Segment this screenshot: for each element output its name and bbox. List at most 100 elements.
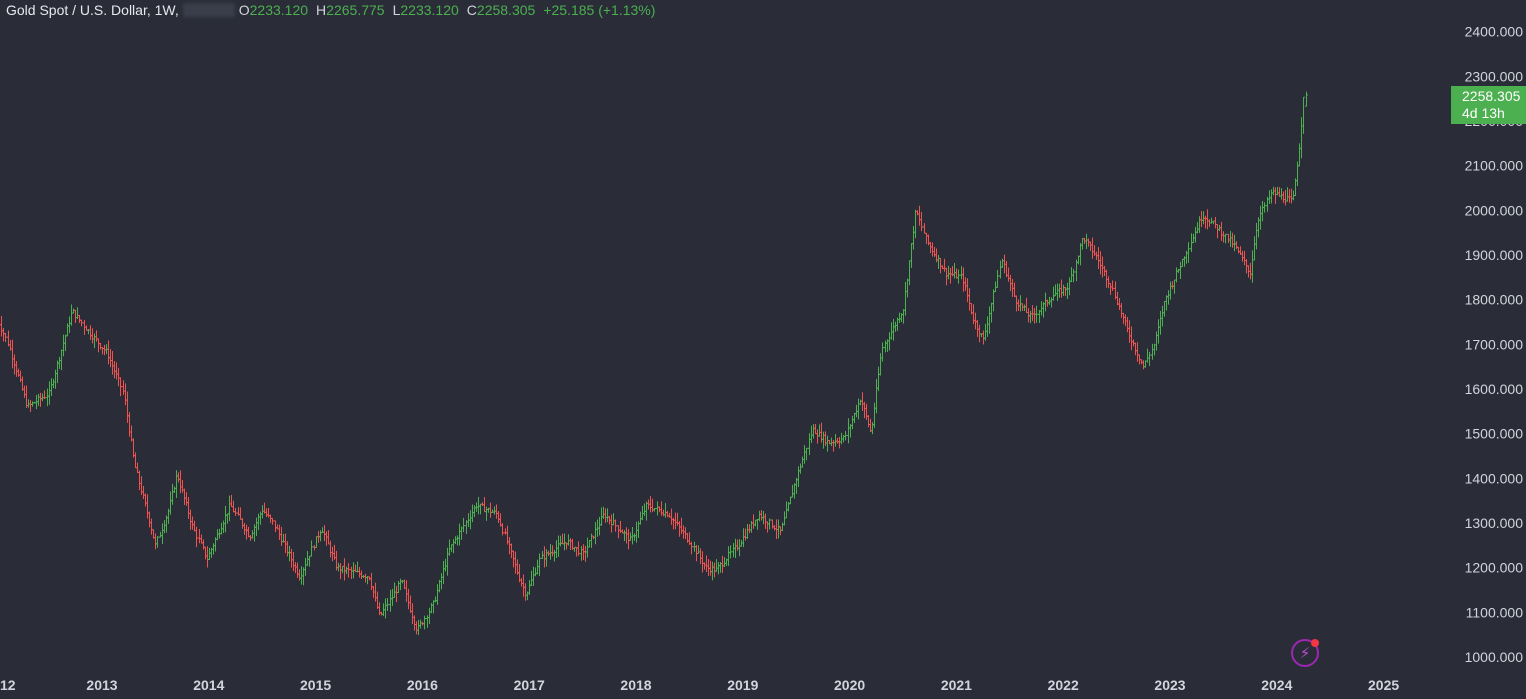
ohlc-bar	[1050, 297, 1053, 308]
lightning-bolt-icon[interactable]: ⚡	[1291, 639, 1319, 667]
ohlc-bar	[1268, 190, 1271, 205]
ohlc-bar	[742, 528, 745, 548]
ohlc-bar	[524, 583, 527, 601]
ohlc-bar	[144, 493, 147, 507]
ohlc-bar	[243, 522, 246, 535]
ohlc-bar	[978, 324, 981, 343]
ohlc-bar	[72, 308, 75, 314]
ohlc-bar	[493, 506, 496, 515]
ohlc-bar	[284, 533, 287, 554]
ohlc-bar	[1187, 242, 1190, 263]
ohlc-bar	[621, 529, 624, 534]
ohlc-bar	[549, 543, 552, 560]
ohlc-bar	[298, 569, 301, 581]
ohlc-bar	[300, 566, 303, 585]
ohlc-bar	[95, 330, 98, 342]
price-tick-label: 1300.000	[1465, 515, 1524, 531]
ohlc-bar	[481, 502, 484, 506]
symbol-title[interactable]: Gold Spot / U.S. Dollar, 1W,	[6, 2, 179, 18]
ohlc-bar	[996, 269, 999, 288]
ohlc-bar	[1216, 224, 1219, 239]
low-value: 2233.120	[400, 2, 459, 18]
ohlc-bar	[569, 538, 572, 550]
ohlc-bars-layer	[0, 91, 1308, 636]
ohlc-bar	[575, 546, 578, 557]
ohlc-bar	[80, 319, 83, 327]
ohlc-bar	[1167, 290, 1170, 305]
ohlc-bar	[1033, 308, 1036, 324]
ohlc-bar	[984, 323, 987, 341]
ohlc-bar	[1118, 297, 1121, 311]
ohlc-bar	[206, 546, 209, 568]
ohlc-bar	[1153, 343, 1156, 356]
ohlc-bar	[341, 565, 344, 574]
ohlc-bar	[1261, 201, 1264, 222]
ohlc-bar	[267, 507, 270, 518]
ohlc-bar	[46, 388, 49, 407]
ohlc-bar	[456, 535, 459, 546]
ohlc-bar	[818, 424, 821, 437]
ohlc-bar	[360, 570, 363, 579]
ohlc-bar	[892, 319, 895, 341]
ohlc-bar	[816, 429, 819, 444]
ohlc-bar	[863, 401, 866, 419]
ohlc-bar	[347, 563, 350, 578]
ohlc-bar	[1194, 226, 1197, 243]
ohlc-bar	[754, 519, 757, 527]
ohlc-bar	[584, 545, 587, 562]
ohlc-bar	[1280, 188, 1283, 200]
ohlc-bar	[130, 425, 133, 442]
ohlc-bar	[202, 539, 205, 550]
ohlc-bar	[777, 519, 780, 539]
ohlc-bar	[1210, 217, 1213, 224]
ohlc-bar	[374, 582, 377, 602]
ohlc-bar	[251, 530, 254, 539]
ohlc-bar	[68, 316, 71, 333]
ohlc-bar	[185, 492, 188, 506]
ohlc-bar	[1159, 310, 1162, 335]
ohlc-bar	[838, 436, 841, 449]
ohlc-bar	[635, 521, 638, 543]
ohlc-bar	[1116, 291, 1119, 306]
ohlc-bar	[93, 333, 96, 349]
ohlc-bar	[271, 517, 274, 525]
ohlc-bar	[1241, 250, 1244, 262]
ohlc-bar	[446, 547, 449, 576]
ohlc-bar	[286, 541, 289, 557]
ohlc-bar	[200, 534, 203, 544]
ohlc-bar	[29, 399, 32, 412]
ohlc-bar	[604, 508, 607, 523]
price-tick-label: 1000.000	[1465, 649, 1524, 665]
ohlc-bar	[52, 378, 55, 389]
ohlc-bar	[1075, 259, 1078, 282]
price-tick-label: 2000.000	[1465, 202, 1524, 218]
ohlc-bar	[847, 418, 850, 444]
ohlc-bar	[1155, 331, 1158, 351]
ohlc-bar	[407, 588, 410, 610]
ohlc-bar	[1136, 342, 1139, 362]
ohlc-bar	[440, 573, 443, 590]
ohlc-bar	[432, 600, 435, 614]
ohlc-bar	[54, 369, 57, 389]
ohlc-bar	[588, 539, 591, 548]
ohlc-bar	[545, 549, 548, 567]
time-axis[interactable]: 2013 2014 2015 2016 2017 2018 2019 2020 2021 2022…	[0, 677, 1399, 693]
ohlc-bar	[1249, 262, 1252, 280]
ohlc-bar	[1062, 284, 1065, 297]
ohlc-bar	[308, 555, 311, 567]
ohlc-bar	[851, 415, 854, 430]
ohlc-bar	[296, 562, 299, 578]
ohlc-bar	[1109, 283, 1112, 295]
ohlc-bar	[1072, 268, 1075, 283]
ohlc-bar	[964, 277, 967, 291]
ohlc-bar	[483, 496, 486, 513]
ohlc-bar	[762, 511, 765, 525]
ohlc-bar	[986, 316, 989, 337]
ohlc-bar	[370, 572, 373, 591]
ohlc-bar	[879, 353, 882, 376]
ohlc-bar	[386, 598, 389, 612]
ohlc-bar	[23, 385, 26, 398]
redacted-exchange	[182, 3, 235, 17]
